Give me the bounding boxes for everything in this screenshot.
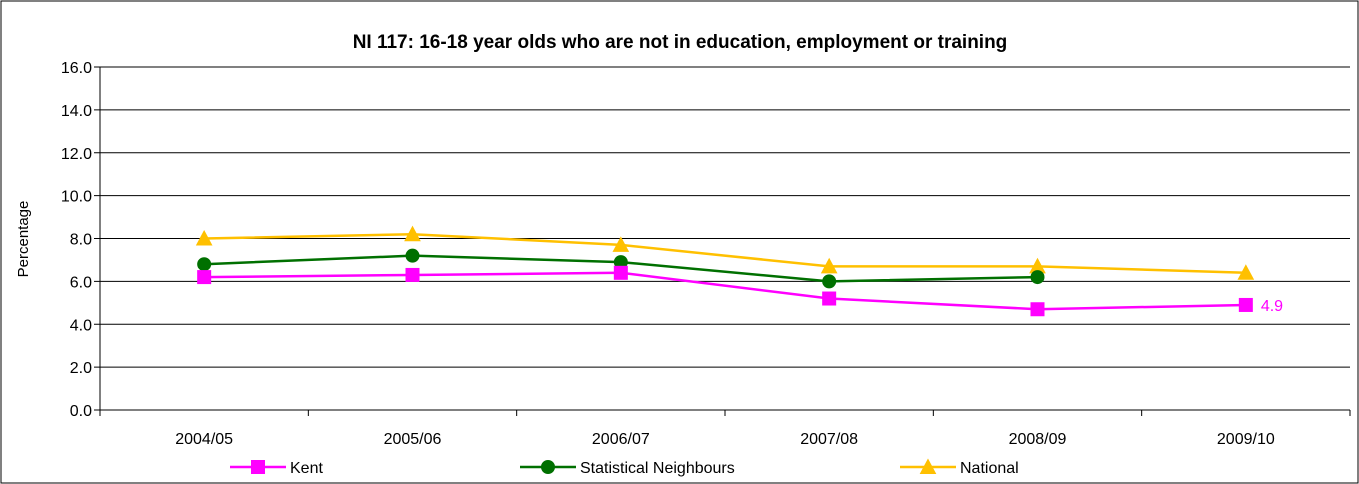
legend-marker	[919, 458, 937, 474]
data-point	[820, 257, 838, 274]
legend-item-statistical-neighbours: Statistical Neighbours	[520, 460, 735, 477]
data-point	[1237, 264, 1255, 280]
y-axis-label: Percentage	[15, 201, 32, 278]
data-point	[405, 248, 420, 263]
x-tick-label: 2007/08	[800, 431, 858, 448]
y-tick-label: 6.0	[70, 274, 92, 291]
y-tick-label: 12.0	[61, 146, 92, 163]
legend-label: Kent	[290, 460, 323, 477]
x-tick-label: 2004/05	[175, 431, 233, 448]
legend-item-national: National	[900, 458, 1019, 477]
data-label: 4.9	[1261, 298, 1283, 315]
series-line	[204, 232, 1246, 275]
series-national	[195, 225, 1255, 280]
data-point	[197, 270, 212, 285]
y-tick-label: 8.0	[70, 232, 92, 249]
y-tick-label: 10.0	[61, 189, 92, 206]
data-point	[195, 229, 213, 246]
data-point	[822, 274, 837, 289]
x-tick-label: 2006/07	[592, 431, 650, 448]
data-point	[197, 257, 212, 272]
legend: Kent Statistical Neighbours National	[230, 458, 1019, 477]
x-tick-label: 2009/10	[1217, 431, 1275, 448]
x-axis-ticks: 2004/05 2005/06 2006/07 2007/08 2008/09 2009/…	[175, 431, 1275, 448]
series-kent: 4.9	[197, 265, 1283, 317]
legend-label: Statistical Neighbours	[580, 460, 735, 477]
data-point	[822, 291, 837, 306]
y-tick-label: 0.0	[70, 403, 92, 420]
series-statistical-neighbours	[197, 248, 1045, 289]
axes	[94, 66, 1351, 416]
y-axis-ticks: 0.0 2.0 4.0 6.0 8.0 10.0 12.0 14.0 16.0	[61, 60, 92, 420]
series-layer: 4.9	[195, 225, 1283, 317]
y-tick-label: 16.0	[61, 60, 92, 77]
data-point	[404, 225, 421, 242]
legend-marker	[541, 460, 555, 474]
x-tick-label: 2008/09	[1009, 431, 1067, 448]
data-point	[612, 236, 630, 252]
data-point	[1238, 297, 1253, 312]
grid	[100, 66, 1350, 368]
x-tick-label: 2005/06	[384, 431, 442, 448]
chart-title: NI 117: 16-18 year olds who are not in e…	[353, 32, 1008, 53]
y-tick-label: 2.0	[70, 360, 92, 377]
y-tick-label: 14.0	[61, 103, 92, 120]
data-point	[613, 265, 628, 280]
data-point	[1030, 302, 1045, 317]
legend-label: National	[960, 460, 1019, 477]
y-tick-label: 4.0	[70, 317, 92, 334]
data-point	[405, 267, 420, 282]
series-line	[204, 271, 1246, 311]
legend-marker	[251, 460, 265, 474]
legend-item-kent: Kent	[230, 460, 323, 477]
data-point	[1030, 270, 1045, 285]
